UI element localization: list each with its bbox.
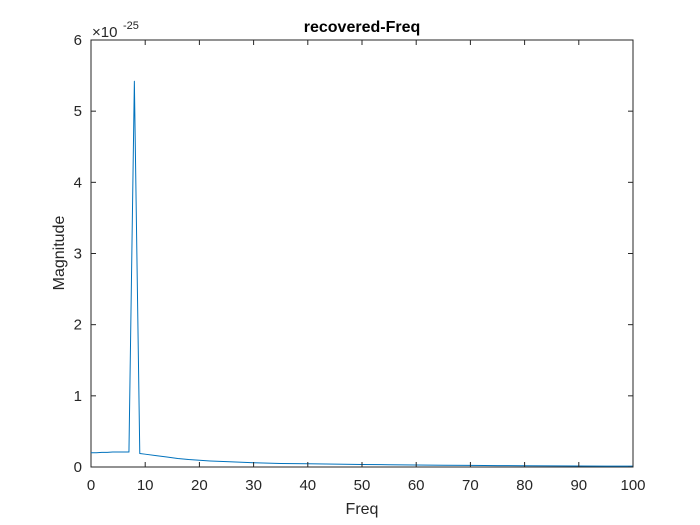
x-tick-label-8: 80 xyxy=(516,477,533,494)
plot-area xyxy=(90,39,634,468)
y-axis-multiplier-exponent: -25 xyxy=(123,20,139,32)
y-tick-label-0: 0 xyxy=(74,459,82,476)
axes-box xyxy=(90,39,634,468)
x-tick-label-6: 60 xyxy=(408,477,425,494)
y-tick-label-2: 2 xyxy=(74,317,82,334)
x-tick-label-0: 0 xyxy=(87,477,95,494)
y-tick-label-4: 4 xyxy=(74,174,82,191)
series-line-1 xyxy=(91,80,634,467)
x-tick-label-9: 90 xyxy=(570,477,587,494)
x-tick-label-3: 30 xyxy=(245,477,262,494)
x-tick-label-2: 20 xyxy=(191,477,208,494)
chart-title: recovered-Freq xyxy=(304,19,421,36)
y-axis-ticks: 0 1 2 3 4 5 6 xyxy=(74,32,633,476)
series-layer xyxy=(91,80,634,467)
y-tick-label-6: 6 xyxy=(74,32,82,49)
y-tick-label-1: 1 xyxy=(74,388,82,405)
x-axis-ticks: 0 10 20 30 40 50 60 70 80 90 100 xyxy=(87,40,646,494)
x-tick-label-5: 50 xyxy=(354,477,371,494)
y-tick-label-3: 3 xyxy=(74,246,82,263)
x-axis-label: Freq xyxy=(346,501,379,518)
y-axis-label: Magnitude xyxy=(51,216,68,291)
x-tick-label-4: 40 xyxy=(299,477,316,494)
y-axis-multiplier: ×10 -25 xyxy=(92,20,139,41)
x-tick-label-10: 100 xyxy=(620,477,645,494)
y-axis-multiplier-base: ×10 xyxy=(92,24,117,41)
x-tick-label-1: 10 xyxy=(137,477,154,494)
x-tick-label-7: 70 xyxy=(462,477,479,494)
y-tick-label-5: 5 xyxy=(74,103,82,120)
